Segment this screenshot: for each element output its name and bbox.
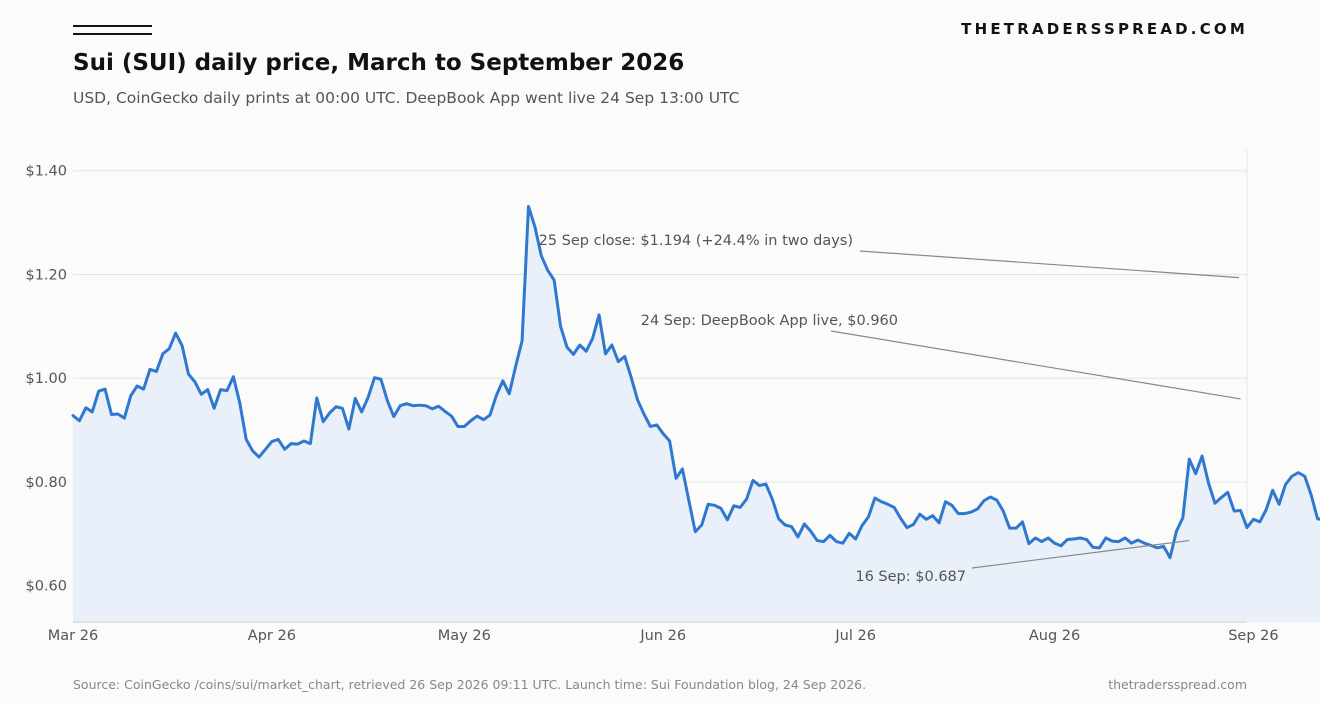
y-tick-label: $0.60 <box>25 579 67 595</box>
x-tick-label: Sep 26 <box>1228 628 1278 644</box>
chart-subtitle: USD, CoinGecko daily prints at 00:00 UTC… <box>73 89 740 107</box>
annotation-leader <box>859 250 1240 279</box>
y-tick-label: $1.40 <box>25 164 67 180</box>
x-tick-label: Mar 26 <box>48 628 98 644</box>
price-area <box>73 206 1320 622</box>
x-tick-label: Jun 26 <box>639 628 686 644</box>
chart-title: Sui (SUI) daily price, March to Septembe… <box>73 50 685 76</box>
annotation-leader <box>830 330 1241 400</box>
x-tick-label: Aug 26 <box>1029 628 1080 644</box>
price-area-fill <box>73 206 1320 622</box>
price-series <box>71 205 1320 560</box>
annotation: 24 Sep: DeepBook App live, $0.960 <box>641 313 1241 400</box>
y-tick-label: $1.00 <box>25 371 67 387</box>
annotations: 25 Sep close: $1.194 (+24.4% in two days… <box>539 233 1241 585</box>
axes: $0.60 $0.80 $1.00 $1.20 $1.40 Mar 26 Apr 26 May… <box>25 164 1278 644</box>
annotation: 25 Sep close: $1.194 (+24.4% in two days… <box>539 233 1240 279</box>
x-tick-label: Apr 26 <box>248 628 296 644</box>
footer-site: thetradersspread.com <box>1108 677 1247 692</box>
price-line <box>71 205 1320 560</box>
x-tick-label: May 26 <box>438 628 491 644</box>
source-note: Source: CoinGecko /coins/sui/market_char… <box>73 677 867 692</box>
brand-name: THETRADERSSPREAD.COM <box>961 20 1248 38</box>
annotation-label: 24 Sep: DeepBook App live, $0.960 <box>641 313 898 329</box>
annotation-label: 16 Sep: $0.687 <box>855 569 966 585</box>
annotation-leader <box>971 539 1190 569</box>
header-rule <box>73 25 152 35</box>
x-tick-label: Jul 26 <box>834 628 876 644</box>
y-tick-label: $0.80 <box>25 475 67 491</box>
annotation-label: 25 Sep close: $1.194 (+24.4% in two days… <box>539 233 853 249</box>
annotation: 16 Sep: $0.687 <box>855 539 1190 585</box>
y-tick-label: $1.20 <box>25 267 67 283</box>
